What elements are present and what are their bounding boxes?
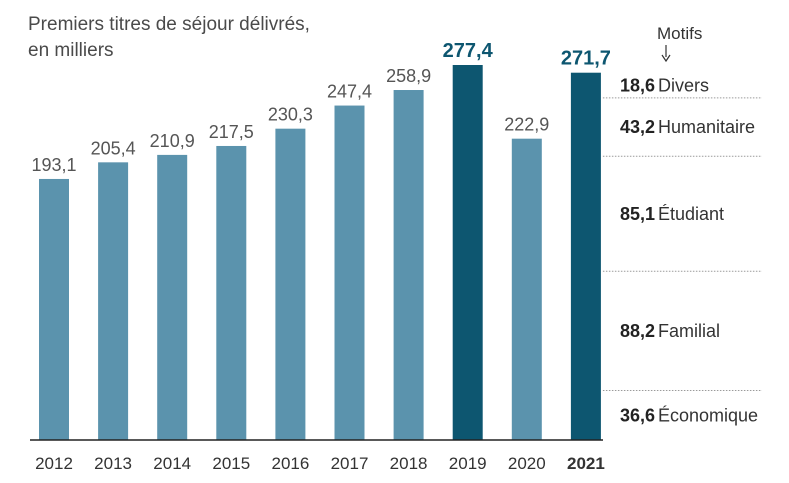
value-label-2018: 258,9 <box>386 66 431 86</box>
bars-group <box>39 65 601 441</box>
bar-2012 <box>39 178 69 440</box>
breakdown-name-humanitaire: Humanitaire <box>658 117 755 137</box>
breakdown-group: Motifs 36,6 Économique 88,2 Familial 85,1 Étud… <box>602 24 762 425</box>
x-tick-2016: 2016 <box>271 454 309 473</box>
bar-2019 <box>452 65 483 440</box>
x-tick-2015: 2015 <box>212 454 250 473</box>
breakdown-name-economique: Économique <box>658 405 758 425</box>
breakdown-label-familial: 88,2 <box>620 321 655 341</box>
x-tick-2014: 2014 <box>153 454 191 473</box>
value-label-2014: 210,9 <box>150 131 195 151</box>
breakdown-header: Motifs <box>657 24 702 43</box>
x-tick-2020: 2020 <box>508 454 546 473</box>
breakdown-value-humanitaire: 43,2 <box>620 117 655 137</box>
x-tick-2013: 2013 <box>94 454 132 473</box>
value-labels-group: 193,1 205,4 210,9 217,5 230,3 247,4 258,9 277,4… <box>31 40 610 175</box>
breakdown-value-divers: 18,6 <box>620 75 655 95</box>
breakdown-value-etudiant: 85,1 <box>620 204 655 224</box>
bar-2018 <box>393 90 424 441</box>
breakdown-value-economique: 36,6 <box>620 405 655 425</box>
bar-2013 <box>98 162 129 440</box>
breakdown-value-familial: 88,2 <box>620 321 655 341</box>
bar-2021 <box>570 72 601 441</box>
bar-2016 <box>275 128 306 440</box>
x-axis-ticks-group: 2012 2013 2014 2015 2016 2017 2018 2019 2020 2021 <box>35 454 605 473</box>
x-tick-2017: 2017 <box>331 454 369 473</box>
value-label-2015: 217,5 <box>209 122 254 142</box>
value-label-2016: 230,3 <box>268 105 313 125</box>
value-label-2020: 222,9 <box>504 115 549 135</box>
breakdown-name-familial: Familial <box>658 321 720 341</box>
value-label-2019: 277,4 <box>443 40 494 62</box>
bar-2015 <box>216 145 247 440</box>
bar-2017 <box>334 105 365 441</box>
breakdown-label-divers: 18,6 <box>620 75 655 95</box>
breakdown-name-divers: Divers <box>658 75 709 95</box>
value-label-2017: 247,4 <box>327 82 372 102</box>
breakdown-label-humanitaire: 43,2 <box>620 117 655 137</box>
x-tick-2019: 2019 <box>449 454 487 473</box>
value-label-2012: 193,1 <box>31 155 76 175</box>
x-tick-2018: 2018 <box>390 454 428 473</box>
value-label-2021: 271,7 <box>561 48 611 70</box>
breakdown-name-etudiant: Étudiant <box>658 204 724 224</box>
x-tick-2012: 2012 <box>35 454 73 473</box>
breakdown-arrow-icon <box>661 54 671 63</box>
chart-title: Premiers titres de séjour délivrés, en m… <box>28 12 310 64</box>
breakdown-label-etudiant: 85,1 <box>620 204 655 224</box>
bar-2014 <box>157 154 188 440</box>
chart-title-line-2: en milliers <box>28 40 114 61</box>
bar-2020 <box>511 138 542 440</box>
x-tick-2021: 2021 <box>567 454 605 473</box>
breakdown-label-economique: 36,6 <box>620 405 655 425</box>
value-label-2013: 205,4 <box>91 138 136 158</box>
chart-title-line-1: Premiers titres de séjour délivrés, <box>28 14 310 35</box>
